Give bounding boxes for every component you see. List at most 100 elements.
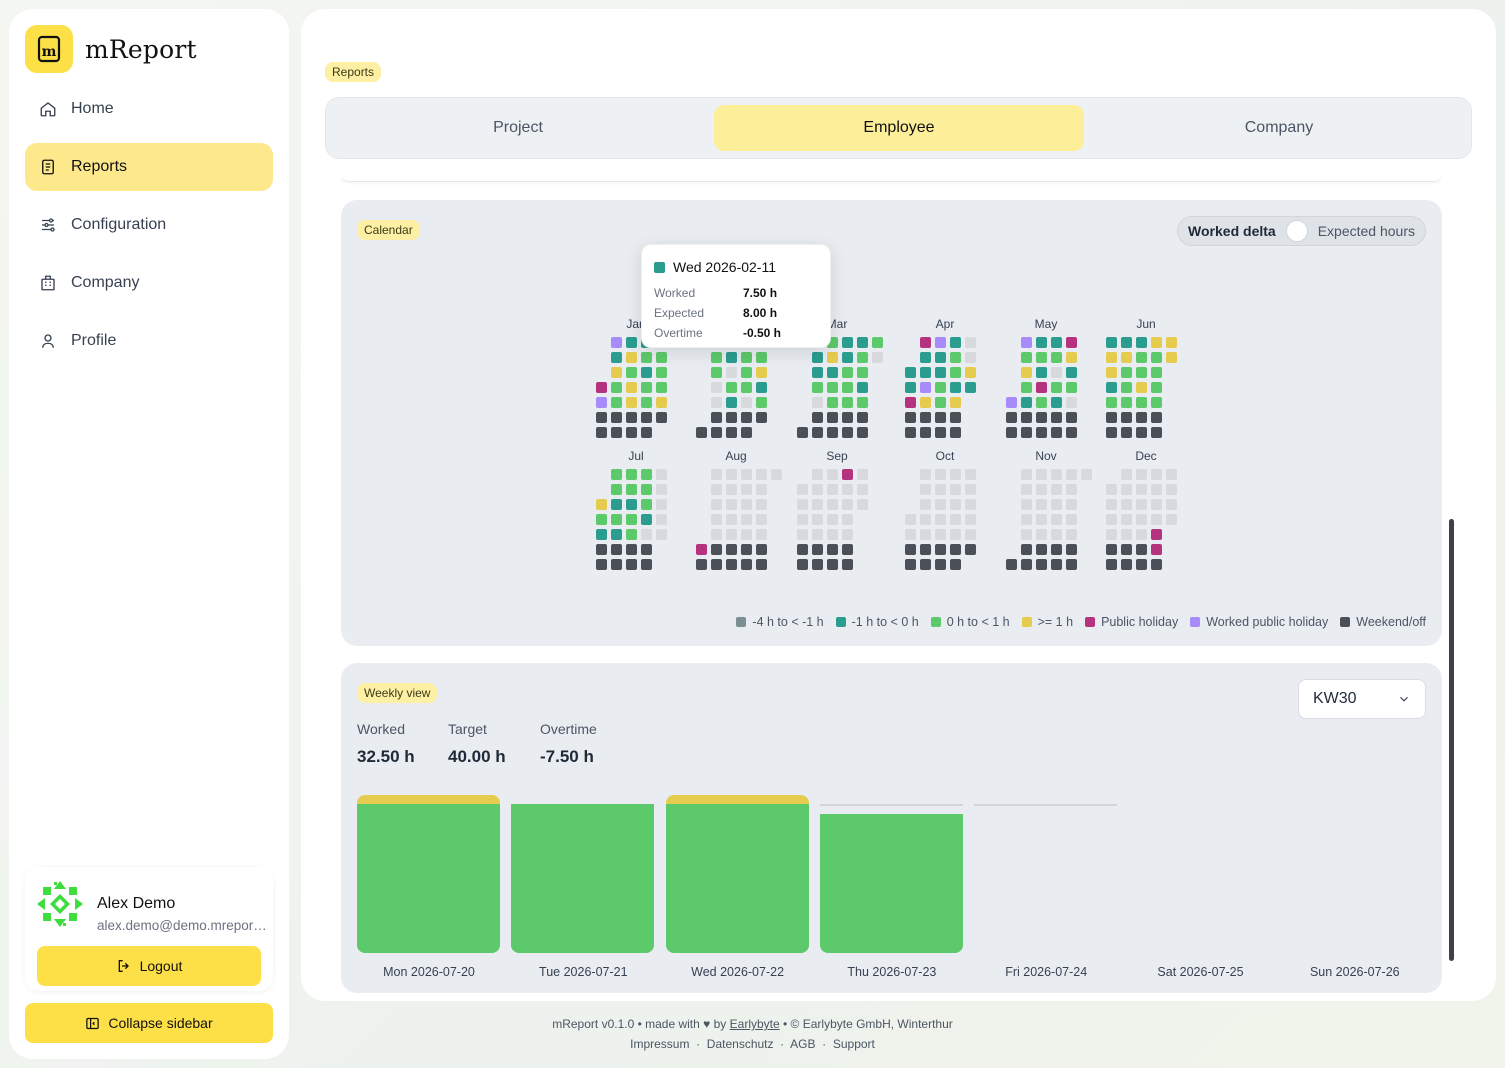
calendar-day[interactable] [741, 382, 752, 393]
calendar-day[interactable] [1051, 499, 1062, 510]
calendar-day[interactable] [656, 367, 667, 378]
calendar-day[interactable] [1021, 367, 1032, 378]
calendar-day[interactable] [905, 382, 916, 393]
calendar-day[interactable] [965, 367, 976, 378]
calendar-day[interactable] [950, 412, 961, 423]
calendar-day[interactable] [611, 397, 622, 408]
calendar-day[interactable] [935, 499, 946, 510]
calendar-day[interactable] [827, 412, 838, 423]
calendar-day[interactable] [920, 382, 931, 393]
calendar-day[interactable] [1151, 367, 1162, 378]
calendar-day[interactable] [711, 427, 722, 438]
calendar-day[interactable] [905, 529, 916, 540]
calendar-day[interactable] [1151, 337, 1162, 348]
calendar-day[interactable] [1166, 484, 1177, 495]
calendar-day[interactable] [1151, 469, 1162, 480]
calendar-day[interactable] [935, 514, 946, 525]
calendar-day[interactable] [656, 412, 667, 423]
calendar-day[interactable] [812, 367, 823, 378]
calendar-day[interactable] [741, 412, 752, 423]
calendar-day[interactable] [726, 469, 737, 480]
calendar-day[interactable] [1136, 544, 1147, 555]
calendar-day[interactable] [596, 382, 607, 393]
calendar-day[interactable] [1151, 544, 1162, 555]
calendar-day[interactable] [1036, 484, 1047, 495]
calendar-day[interactable] [1066, 397, 1077, 408]
calendar-day[interactable] [741, 427, 752, 438]
calendar-day[interactable] [1151, 514, 1162, 525]
calendar-day[interactable] [872, 337, 883, 348]
calendar-day[interactable] [827, 529, 838, 540]
calendar-day[interactable] [771, 469, 782, 480]
calendar-day[interactable] [1036, 382, 1047, 393]
calendar-day[interactable] [656, 469, 667, 480]
calendar-day[interactable] [711, 559, 722, 570]
calendar-day[interactable] [1021, 499, 1032, 510]
calendar-day[interactable] [1136, 382, 1147, 393]
calendar-day[interactable] [1151, 397, 1162, 408]
calendar-day[interactable] [1021, 559, 1032, 570]
calendar-day[interactable] [1136, 352, 1147, 363]
calendar-day[interactable] [1121, 469, 1132, 480]
calendar-day[interactable] [1066, 412, 1077, 423]
calendar-day[interactable] [726, 484, 737, 495]
calendar-day[interactable] [756, 397, 767, 408]
calendar-day[interactable] [726, 514, 737, 525]
calendar-day[interactable] [920, 337, 931, 348]
calendar-day[interactable] [641, 397, 652, 408]
toggle-switch[interactable] [1285, 220, 1308, 242]
calendar-day[interactable] [965, 529, 976, 540]
calendar-day[interactable] [1051, 412, 1062, 423]
worked-bar[interactable] [511, 804, 655, 953]
calendar-day[interactable] [711, 484, 722, 495]
calendar-day[interactable] [1106, 559, 1117, 570]
calendar-day[interactable] [1051, 544, 1062, 555]
calendar-day[interactable] [741, 397, 752, 408]
calendar-day[interactable] [656, 484, 667, 495]
calendar-day[interactable] [1021, 469, 1032, 480]
calendar-day[interactable] [1121, 529, 1132, 540]
calendar-day[interactable] [1121, 514, 1132, 525]
calendar-day[interactable] [797, 529, 808, 540]
calendar-day[interactable] [726, 544, 737, 555]
calendar-day[interactable] [1136, 559, 1147, 570]
calendar-day[interactable] [1136, 499, 1147, 510]
calendar-day[interactable] [827, 559, 838, 570]
calendar-day[interactable] [950, 352, 961, 363]
calendar-day[interactable] [626, 559, 637, 570]
calendar-day[interactable] [1136, 514, 1147, 525]
calendar-day[interactable] [842, 337, 853, 348]
calendar-day[interactable] [1121, 397, 1132, 408]
calendar-day[interactable] [1106, 352, 1117, 363]
calendar-day[interactable] [1106, 514, 1117, 525]
calendar-day[interactable] [641, 367, 652, 378]
calendar-day[interactable] [756, 412, 767, 423]
calendar-day[interactable] [1166, 514, 1177, 525]
calendar-day[interactable] [1021, 397, 1032, 408]
calendar-day[interactable] [965, 382, 976, 393]
sidebar-item-company[interactable]: Company [25, 259, 273, 307]
calendar-day[interactable] [626, 382, 637, 393]
calendar-day[interactable] [1136, 484, 1147, 495]
calendar-day[interactable] [950, 382, 961, 393]
calendar-day[interactable] [812, 427, 823, 438]
calendar-day[interactable] [1166, 499, 1177, 510]
calendar-day[interactable] [611, 529, 622, 540]
calendar-day[interactable] [965, 337, 976, 348]
calendar-day[interactable] [950, 544, 961, 555]
calendar-day[interactable] [920, 499, 931, 510]
calendar-day[interactable] [711, 544, 722, 555]
calendar-day[interactable] [641, 412, 652, 423]
calendar-day[interactable] [611, 367, 622, 378]
calendar-day[interactable] [797, 427, 808, 438]
calendar-day[interactable] [1036, 367, 1047, 378]
calendar-day[interactable] [920, 559, 931, 570]
calendar-day[interactable] [596, 529, 607, 540]
calendar-day[interactable] [950, 397, 961, 408]
calendar-day[interactable] [935, 484, 946, 495]
calendar-day[interactable] [711, 514, 722, 525]
calendar-day[interactable] [872, 352, 883, 363]
calendar-day[interactable] [1121, 412, 1132, 423]
calendar-day[interactable] [950, 559, 961, 570]
footer-link-agb[interactable]: AGB [790, 1037, 816, 1051]
